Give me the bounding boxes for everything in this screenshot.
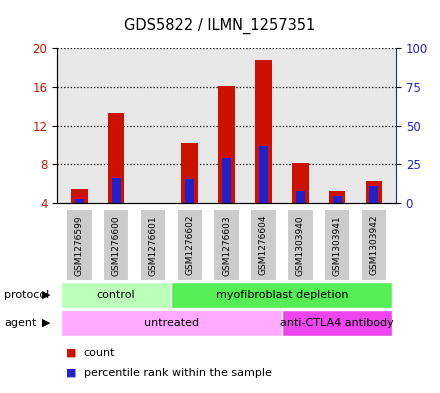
- Text: GSM1276600: GSM1276600: [112, 215, 121, 275]
- FancyBboxPatch shape: [176, 209, 203, 281]
- FancyBboxPatch shape: [61, 282, 171, 308]
- FancyBboxPatch shape: [139, 209, 166, 281]
- Text: ▶: ▶: [42, 290, 51, 300]
- Bar: [329, 191, 345, 203]
- Text: ■: ■: [66, 348, 77, 358]
- Text: GSM1276602: GSM1276602: [185, 215, 194, 275]
- FancyBboxPatch shape: [103, 209, 129, 281]
- Bar: [75, 199, 84, 203]
- Bar: [112, 178, 121, 203]
- Bar: [292, 163, 308, 203]
- Text: GDS5822 / ILMN_1257351: GDS5822 / ILMN_1257351: [125, 18, 315, 34]
- Bar: [71, 189, 88, 203]
- Text: count: count: [84, 348, 115, 358]
- Bar: [366, 181, 382, 203]
- Text: agent: agent: [4, 318, 37, 328]
- Text: protocol: protocol: [4, 290, 50, 300]
- Bar: [296, 191, 305, 203]
- Bar: [108, 113, 125, 203]
- Text: control: control: [97, 290, 136, 300]
- Text: GSM1303940: GSM1303940: [296, 215, 305, 275]
- Text: GSM1276599: GSM1276599: [75, 215, 84, 275]
- Text: ▶: ▶: [42, 318, 51, 328]
- Text: ■: ■: [66, 368, 77, 378]
- Bar: [255, 60, 272, 203]
- FancyBboxPatch shape: [324, 209, 350, 281]
- FancyBboxPatch shape: [361, 209, 387, 281]
- Text: GSM1303942: GSM1303942: [370, 215, 378, 275]
- Text: percentile rank within the sample: percentile rank within the sample: [84, 368, 271, 378]
- FancyBboxPatch shape: [171, 282, 392, 308]
- Bar: [185, 179, 194, 203]
- Bar: [259, 146, 268, 203]
- Bar: [218, 86, 235, 203]
- FancyBboxPatch shape: [213, 209, 240, 281]
- Bar: [369, 185, 378, 203]
- Text: myofibroblast depletion: myofibroblast depletion: [216, 290, 348, 300]
- FancyBboxPatch shape: [61, 310, 282, 336]
- Text: GSM1303941: GSM1303941: [333, 215, 341, 275]
- Text: GSM1276604: GSM1276604: [259, 215, 268, 275]
- Bar: [333, 196, 341, 203]
- FancyBboxPatch shape: [282, 310, 392, 336]
- Text: GSM1276601: GSM1276601: [148, 215, 158, 275]
- Bar: [181, 143, 198, 203]
- FancyBboxPatch shape: [66, 209, 92, 281]
- FancyBboxPatch shape: [250, 209, 277, 281]
- Text: GSM1276603: GSM1276603: [222, 215, 231, 275]
- Bar: [222, 158, 231, 203]
- Text: untreated: untreated: [144, 318, 199, 328]
- Text: anti-CTLA4 antibody: anti-CTLA4 antibody: [280, 318, 394, 328]
- FancyBboxPatch shape: [287, 209, 314, 281]
